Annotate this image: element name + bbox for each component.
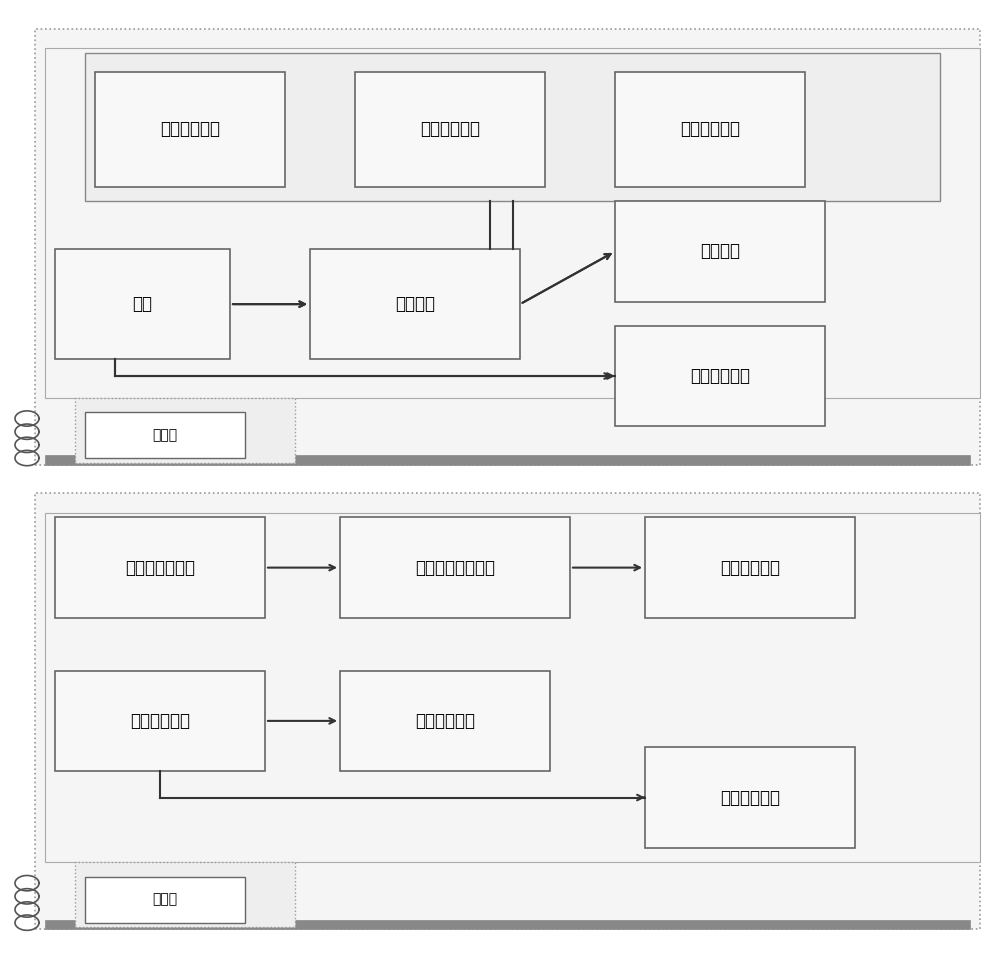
Bar — [645, 747, 855, 848]
Bar — [615, 72, 805, 187]
Bar — [645, 517, 855, 618]
Bar — [615, 326, 825, 426]
Text: 语音识别: 语音识别 — [395, 295, 435, 313]
Text: 接收端: 接收端 — [152, 893, 178, 906]
Text: 语音编码发送: 语音编码发送 — [690, 367, 750, 385]
Bar — [45, 48, 980, 398]
Text: 采集: 采集 — [132, 295, 152, 313]
Text: 文本信息展现: 文本信息展现 — [720, 788, 780, 807]
Bar — [75, 862, 295, 927]
Text: 文本转换语音: 文本转换语音 — [415, 712, 475, 730]
Bar — [75, 398, 295, 463]
Bar — [355, 72, 545, 187]
Bar — [55, 249, 230, 359]
Bar — [55, 671, 265, 771]
Bar — [45, 920, 970, 929]
Text: 语音数据播放: 语音数据播放 — [720, 559, 780, 577]
Bar — [35, 29, 980, 465]
Bar — [340, 671, 550, 771]
Text: 接收文本数据: 接收文本数据 — [130, 712, 190, 730]
Bar — [340, 517, 570, 618]
Text: 终端环境检测: 终端环境检测 — [420, 121, 480, 138]
Bar — [310, 249, 520, 359]
Bar — [55, 517, 265, 618]
Bar — [35, 493, 980, 929]
Text: 用户设置检测: 用户设置检测 — [680, 121, 740, 138]
Text: 网络质量检测: 网络质量检测 — [160, 121, 220, 138]
Bar — [615, 201, 825, 302]
Text: 发送端: 发送端 — [152, 428, 178, 442]
Bar — [45, 513, 980, 862]
Text: 接收语音数据包: 接收语音数据包 — [125, 559, 195, 577]
Text: 解码产生语音数据: 解码产生语音数据 — [415, 559, 495, 577]
Bar — [85, 53, 940, 201]
Bar — [45, 455, 970, 465]
Bar — [85, 412, 245, 458]
Bar — [95, 72, 285, 187]
Bar — [85, 877, 245, 923]
Text: 文本发送: 文本发送 — [700, 242, 740, 261]
